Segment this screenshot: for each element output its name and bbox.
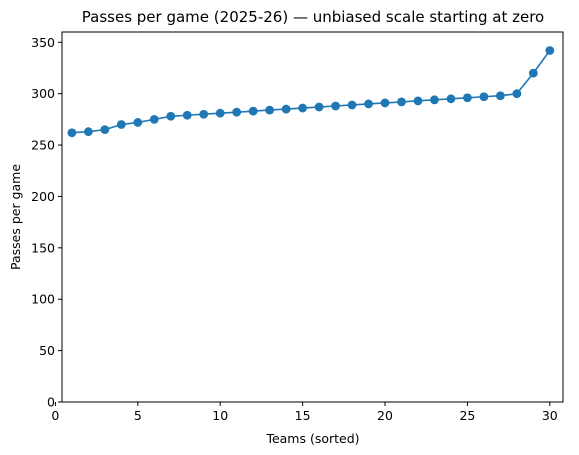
y-tick-label: 100 (31, 292, 55, 307)
y-tick-label: 300 (31, 86, 55, 101)
data-point (463, 93, 472, 103)
data-point (199, 109, 209, 119)
data-point (298, 103, 308, 113)
data-point (545, 46, 555, 55)
data-point (479, 92, 489, 102)
y-tick-label: 150 (31, 240, 55, 255)
x-tick-label: 15 (295, 408, 311, 423)
data-point (413, 96, 423, 106)
x-tick-label: 20 (377, 408, 393, 423)
data-point (215, 108, 225, 118)
data-point (380, 98, 390, 108)
x-axis-label: Teams (sorted) (265, 431, 359, 446)
y-tick-label: 50 (39, 343, 55, 358)
x-tick-label: 0 (51, 408, 59, 423)
data-point (331, 101, 340, 111)
series-line (71, 50, 551, 134)
data-point (397, 97, 406, 107)
chart-title: Passes per game (2025-26) — unbiased sca… (82, 8, 544, 26)
y-tick-label: 250 (31, 138, 55, 153)
data-point (149, 114, 159, 124)
x-tick-label: 25 (459, 408, 475, 423)
x-tick-label: 10 (212, 408, 228, 423)
y-tick-label: 350 (31, 35, 55, 50)
data-point (364, 99, 373, 109)
plot-series (67, 46, 555, 138)
plot-area-frame (61, 31, 564, 403)
x-axis-ticks: 0 5 10 15 20 25 30 (51, 402, 558, 423)
x-tick-label: 30 (542, 408, 558, 423)
y-axis-ticks: 0 50 100 150 200 250 300 350 (31, 35, 62, 410)
data-point (133, 118, 143, 127)
data-point (430, 95, 439, 105)
data-point (347, 100, 357, 110)
x-tick-label: 5 (134, 408, 142, 423)
y-tick-label: 200 (31, 189, 55, 204)
data-point (512, 89, 522, 99)
data-point (182, 110, 192, 120)
data-point (67, 128, 77, 138)
y-axis-label: Passes per game (8, 164, 23, 270)
data-point (495, 91, 505, 101)
data-point (166, 111, 176, 121)
data-point (314, 102, 324, 112)
data-point (265, 105, 275, 115)
data-point (83, 127, 93, 137)
data-point (528, 68, 538, 78)
data-point (232, 107, 242, 117)
data-point (281, 104, 291, 114)
data-point (116, 120, 126, 129)
data-point (100, 125, 110, 135)
data-point (446, 94, 456, 104)
data-point (248, 106, 258, 116)
y-tick-label: 0 (47, 395, 55, 410)
